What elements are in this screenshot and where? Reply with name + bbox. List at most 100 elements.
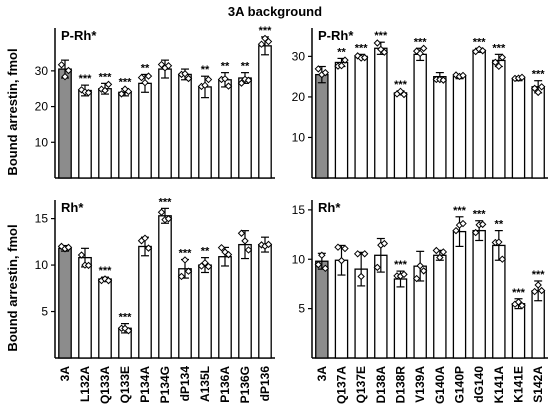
replicate-point (241, 237, 249, 245)
replicate-point (61, 72, 69, 81)
replicate-point (77, 86, 86, 94)
replicate-point (498, 255, 507, 263)
replicate-point (498, 53, 507, 62)
replicate-point (217, 243, 226, 252)
bar (238, 243, 252, 359)
y-tick-label: 30 (292, 49, 306, 63)
replicate-point (201, 81, 209, 90)
replicate-point (321, 264, 330, 273)
category-label: P134G (158, 366, 172, 403)
replicate-point (373, 263, 382, 272)
significance-label: *** (453, 205, 467, 217)
bar (78, 256, 92, 359)
category-label: L132A (78, 366, 92, 402)
replicate-point (177, 272, 186, 281)
category-label: dP134 (178, 366, 192, 402)
bar (393, 278, 408, 359)
replicate-point (475, 45, 483, 53)
replicate-point (84, 261, 93, 270)
bar (492, 59, 506, 179)
replicate-point (104, 80, 113, 89)
replicate-point (164, 62, 173, 70)
bar (238, 77, 252, 179)
replicate-point (318, 251, 326, 259)
replicate-point (181, 256, 189, 264)
significance-label: *** (394, 259, 408, 271)
significance-label: *** (159, 196, 173, 208)
replicate-point (237, 79, 246, 87)
bar (433, 254, 447, 359)
category-label: 3A (58, 366, 72, 382)
bar (78, 89, 92, 179)
replicate-point (77, 251, 86, 259)
bar (374, 47, 388, 179)
bar (531, 86, 545, 179)
replicate-point (101, 86, 109, 95)
panel-label: Rh* (318, 200, 341, 215)
replicate-point (416, 49, 424, 58)
significance-label: *** (99, 71, 113, 83)
category-label: P136G (238, 366, 252, 403)
replicate-point (530, 287, 539, 296)
replicate-point (360, 250, 369, 258)
significance-label: *** (179, 247, 193, 259)
significance-label: *** (492, 42, 506, 54)
replicate-point (341, 56, 349, 64)
bar (393, 92, 408, 179)
replicate-point (353, 250, 362, 258)
y-tick-label: 5 (41, 305, 48, 319)
replicate-point (244, 246, 253, 254)
bar (58, 68, 72, 179)
significance-label: ** (337, 46, 346, 58)
replicate-point (224, 250, 233, 259)
y-tick-label: 15 (35, 212, 49, 226)
category-label: Q137A (335, 366, 349, 404)
y-tick-label: 10 (292, 252, 306, 266)
significance-label: ** (141, 62, 150, 74)
replicate-point (337, 256, 346, 265)
y-tick-label: 20 (35, 100, 49, 114)
replicate-point (137, 73, 146, 82)
replicate-point (57, 61, 66, 69)
replicate-point (380, 48, 389, 56)
replicate-point (221, 248, 229, 256)
replicate-point (400, 90, 408, 99)
figure-title: 3A background (228, 4, 322, 19)
category-label: dG140 (472, 366, 486, 403)
replicate-point (141, 78, 149, 87)
replicate-point (452, 226, 460, 235)
bar (258, 45, 272, 179)
replicate-point (264, 37, 273, 46)
replicate-point (478, 47, 487, 55)
bar (452, 75, 467, 179)
significance-label: *** (394, 79, 408, 91)
replicate-point (157, 208, 166, 216)
replicate-point (117, 90, 126, 98)
bar (472, 229, 486, 359)
panel-label: P-Rh* (318, 28, 354, 43)
category-label: V139A (413, 366, 427, 403)
category-label: G140P (453, 366, 467, 403)
bar (98, 278, 112, 359)
significance-label: *** (79, 73, 93, 85)
significance-label: *** (119, 77, 133, 89)
replicate-point (534, 281, 542, 289)
significance-label: *** (119, 312, 133, 324)
replicate-point (104, 276, 113, 285)
category-label: S142A (531, 366, 545, 403)
category-label: D138R (394, 366, 408, 404)
bar (315, 73, 329, 179)
category-label: A135L (198, 366, 212, 402)
bar (198, 86, 212, 179)
replicate-point (412, 47, 421, 55)
replicate-point (459, 219, 467, 228)
replicate-point (373, 39, 382, 47)
replicate-point (495, 238, 503, 246)
category-label: 3A (315, 366, 329, 382)
replicate-point (201, 259, 209, 267)
significance-label: ** (201, 246, 210, 258)
category-label: Q133E (118, 366, 132, 403)
bar (413, 53, 427, 179)
replicate-point (530, 84, 539, 93)
